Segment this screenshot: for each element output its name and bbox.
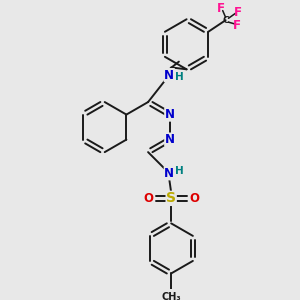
Text: N: N	[165, 133, 175, 146]
Text: O: O	[189, 192, 199, 205]
Text: S: S	[166, 191, 176, 205]
Text: F: F	[234, 6, 242, 19]
Text: H: H	[175, 72, 183, 82]
Text: CH₃: CH₃	[161, 292, 181, 300]
Text: N: N	[164, 167, 174, 180]
Text: N: N	[165, 108, 175, 121]
Text: O: O	[143, 192, 153, 205]
Text: H: H	[175, 167, 183, 176]
Text: N: N	[164, 69, 174, 82]
Text: C: C	[222, 16, 229, 25]
Text: F: F	[233, 19, 241, 32]
Text: F: F	[217, 2, 225, 15]
